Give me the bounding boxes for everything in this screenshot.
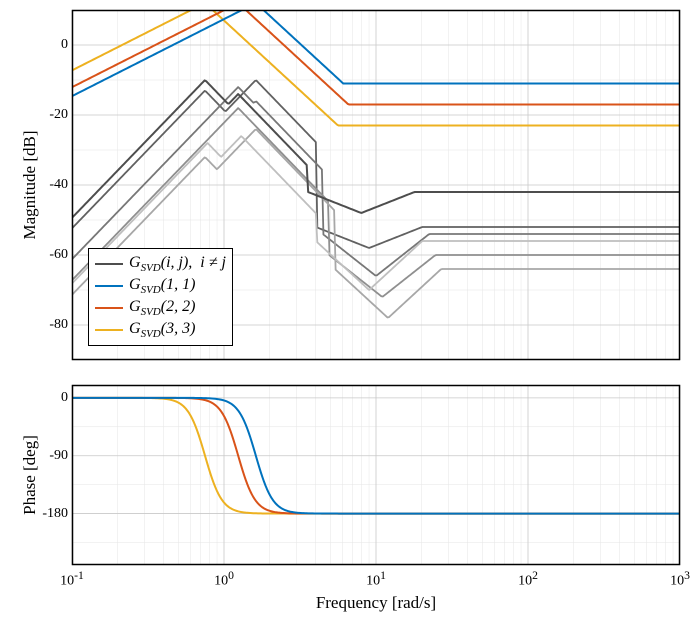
legend-label: GSVD(3, 3) <box>129 320 195 340</box>
ytick-label: 0 <box>22 390 68 406</box>
xtick-label: 10-1 <box>42 569 102 590</box>
xtick-label: 101 <box>346 569 406 590</box>
xtick-label: 100 <box>194 569 254 590</box>
x-axis-label: Frequency [rad/s] <box>276 593 476 613</box>
xtick-label: 103 <box>650 569 696 590</box>
legend-label: GSVD(i, j), i ≠ j <box>129 254 226 274</box>
ytick-label: 0 <box>22 37 68 53</box>
legend-swatch <box>95 307 123 309</box>
legend-swatch <box>95 285 123 287</box>
ytick-label: -40 <box>22 177 68 193</box>
legend-label: GSVD(1, 1) <box>129 276 195 296</box>
bode-figure: Magnitude [dB] Phase [deg] Frequency [ra… <box>0 0 696 621</box>
ytick-label: -60 <box>22 247 68 263</box>
legend-item: GSVD(i, j), i ≠ j <box>95 253 226 275</box>
legend-swatch <box>95 329 123 331</box>
legend-item: GSVD(3, 3) <box>95 319 226 341</box>
phase-plot <box>72 385 680 565</box>
ytick-label: -180 <box>22 506 68 522</box>
legend-swatch <box>95 263 123 265</box>
legend: GSVD(i, j), i ≠ jGSVD(1, 1)GSVD(2, 2)GSV… <box>88 248 233 346</box>
legend-label: GSVD(2, 2) <box>129 298 195 318</box>
ytick-label: -80 <box>22 317 68 333</box>
xtick-label: 102 <box>498 569 558 590</box>
ytick-label: -90 <box>22 448 68 464</box>
legend-item: GSVD(1, 1) <box>95 275 226 297</box>
ytick-label: -20 <box>22 107 68 123</box>
legend-item: GSVD(2, 2) <box>95 297 226 319</box>
